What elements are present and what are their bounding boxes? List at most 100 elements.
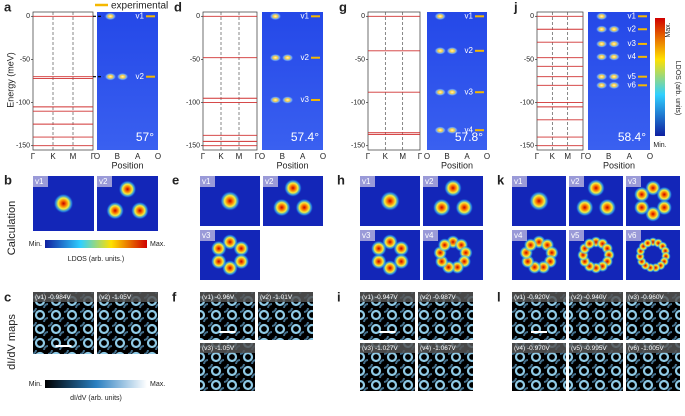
- ldos-spot: [595, 25, 608, 34]
- label-box: [569, 176, 584, 187]
- map-label: v3: [628, 177, 637, 186]
- ldos-map: [262, 12, 323, 150]
- ldos-spot: [269, 53, 282, 62]
- map-label: v4: [514, 231, 523, 240]
- label-box: [200, 230, 215, 241]
- ldos-blob: [656, 186, 673, 203]
- y-tick-label: -100: [520, 99, 534, 106]
- y-tick-label: -150: [520, 143, 534, 150]
- ldos-spot: [595, 52, 608, 61]
- panel-letter: b: [4, 172, 12, 187]
- y-tick-label: 0: [26, 13, 30, 20]
- ldos-blob: [633, 186, 650, 203]
- label-box: [360, 176, 375, 187]
- x-tick-label: A: [627, 152, 633, 161]
- ldos-spot: [269, 12, 282, 21]
- ldos-blob: [284, 179, 302, 197]
- ldos-blob: [633, 199, 650, 216]
- panel-letter: j: [513, 0, 518, 14]
- y-tick-label: -50: [20, 56, 30, 63]
- ldos-blob: [393, 240, 410, 257]
- y-tick-label: -150: [351, 143, 365, 150]
- panel-letter: e: [172, 172, 179, 187]
- ldos-blob: [210, 240, 227, 257]
- twist-angle: 57°: [136, 130, 154, 144]
- label-box: [200, 343, 255, 353]
- band-frame: [536, 11, 584, 151]
- ldos-spot: [434, 12, 447, 21]
- colorbar: [45, 240, 147, 248]
- map-label: (v5) -0.995V: [571, 345, 607, 352]
- map-label: v2: [265, 177, 274, 186]
- ldos-spot: [608, 52, 621, 61]
- x-tick-label: O: [585, 152, 591, 161]
- x-tick-label: M: [399, 152, 406, 161]
- ldos-spot: [608, 39, 621, 48]
- y-tick-label: -50: [355, 56, 365, 63]
- panel-letter: c: [4, 289, 11, 304]
- panel-letter: l: [497, 289, 501, 304]
- panel-letter: a: [4, 0, 12, 14]
- map-label: (v6) -1.005V: [628, 345, 664, 352]
- x-tick-label: K: [218, 152, 224, 161]
- ldos-blob: [370, 253, 387, 270]
- ldos-blob: [295, 198, 314, 217]
- colorbar-max: Max.: [150, 241, 165, 248]
- panel-letter: i: [337, 289, 341, 304]
- ldos-spot: [446, 46, 459, 55]
- panel-letter: f: [172, 289, 177, 304]
- y-tick-label: -50: [190, 56, 200, 63]
- x-tick-label: O: [647, 152, 653, 161]
- y-tick-label: -100: [16, 99, 30, 106]
- level-label: v1: [465, 11, 474, 20]
- level-label: v2: [465, 46, 474, 55]
- y-tick-label: -100: [186, 99, 200, 106]
- ldos-blob: [529, 191, 549, 211]
- label-box: [512, 176, 527, 187]
- x-tick-label: M: [70, 152, 77, 161]
- label-box: [569, 343, 623, 353]
- ldos-blob: [118, 180, 137, 199]
- label-box: [200, 292, 255, 302]
- label-box: [512, 292, 566, 302]
- x-tick-label: K: [383, 152, 389, 161]
- label-box: [418, 292, 473, 302]
- map-label: v2: [425, 177, 434, 186]
- label-box: [418, 343, 473, 353]
- x-tick-label: O: [155, 152, 161, 161]
- ldos-blob: [370, 240, 387, 257]
- x-tick-label: A: [135, 152, 141, 161]
- row-title: dI/dV maps: [6, 314, 18, 370]
- ldos-spot: [608, 81, 621, 90]
- ldos-spot: [608, 25, 621, 34]
- ldos-blob: [642, 238, 653, 249]
- map-label: (v2) -1.01V: [260, 294, 293, 301]
- x-tick-label: B: [115, 152, 120, 161]
- map-label: v3: [362, 231, 371, 240]
- x-tick-label: Γ: [255, 152, 260, 161]
- ldos-blob: [220, 191, 240, 211]
- ldos-blob: [432, 198, 451, 217]
- twist-angle: 57.4°: [291, 130, 319, 144]
- y-tick-label: 0: [361, 13, 365, 20]
- x-tick-label: M: [564, 152, 571, 161]
- x-tick-label: B: [280, 152, 285, 161]
- map-label: v2: [99, 177, 108, 186]
- map-label: v4: [425, 231, 434, 240]
- colorbar-label: dI/dV (arb. units): [70, 395, 122, 402]
- colorbar: [655, 18, 665, 136]
- level-label: v3: [628, 39, 637, 48]
- map-label: (v4) -0.970V: [514, 345, 550, 352]
- ldos-spot: [446, 88, 459, 97]
- ldos-spot: [104, 12, 117, 21]
- ldos-blob: [272, 198, 291, 217]
- level-label: v5: [628, 72, 637, 81]
- colorbar-label: LDOS (arb. units): [674, 61, 681, 115]
- map-label: v6: [628, 231, 637, 240]
- twist-angle: 57.8°: [455, 130, 483, 144]
- x-tick-label: O: [320, 152, 326, 161]
- label-box: [569, 292, 623, 302]
- x-tick-label: A: [300, 152, 306, 161]
- ldos-blob: [106, 201, 125, 220]
- panel-letter: k: [497, 172, 505, 187]
